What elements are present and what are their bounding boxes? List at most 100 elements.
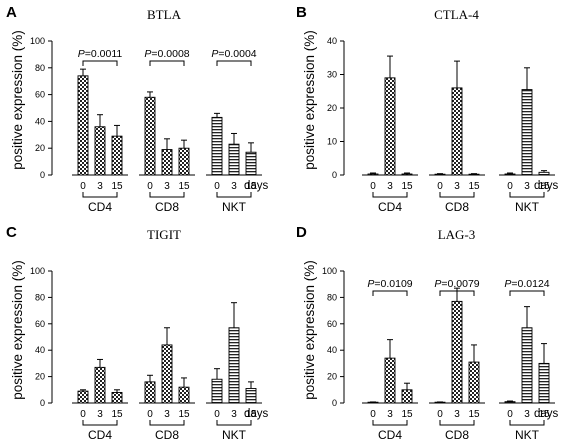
x-tick-label: 0 — [370, 181, 376, 192]
group-label: CD8 — [155, 428, 179, 439]
y-axis-label: positive expression (%) — [10, 30, 25, 170]
bar — [401, 173, 413, 176]
p-value-label: P=0.0008 — [144, 48, 189, 60]
bar — [521, 89, 533, 176]
y-tick-label: 40 — [35, 116, 45, 126]
group-label: NKT — [515, 428, 540, 439]
bar — [434, 173, 446, 176]
bar — [451, 300, 463, 404]
y-axis-label: positive expression (%) — [302, 30, 317, 170]
x-tick-label: 3 — [231, 181, 237, 192]
bar — [228, 143, 240, 176]
y-tick-label: 20 — [35, 143, 45, 153]
bar — [521, 327, 533, 404]
x-tick-label: 3 — [387, 409, 393, 420]
y-tick-label: 20 — [327, 103, 337, 113]
x-tick-label: 15 — [538, 409, 550, 420]
chart-title: TIGIT — [147, 227, 181, 242]
y-tick-label: 100 — [322, 266, 337, 276]
y-tick-label: 40 — [327, 36, 337, 46]
x-tick-label: 0 — [147, 409, 153, 420]
p-value-label: P=0.0079 — [434, 278, 479, 290]
p-value-label: P=0.0109 — [367, 278, 412, 290]
x-tick-label: 3 — [231, 409, 237, 420]
x-tick-label: 15 — [468, 409, 480, 420]
chart-title: CTLA-4 — [434, 7, 479, 22]
p-value-label: P=0.0011 — [78, 48, 123, 60]
x-tick-label: 15 — [245, 181, 257, 192]
panel-label: D — [296, 224, 307, 241]
bar — [538, 362, 550, 404]
y-tick-label: 80 — [35, 63, 45, 73]
panel-label: B — [296, 4, 307, 21]
group-label: NKT — [222, 428, 247, 439]
x-tick-label: 15 — [401, 409, 413, 420]
x-tick-label: 0 — [507, 181, 513, 192]
panel-label: A — [6, 4, 17, 21]
bar — [228, 327, 240, 404]
bar — [77, 75, 89, 176]
y-tick-label: 80 — [327, 292, 337, 302]
group-label: CD4 — [378, 200, 402, 214]
y-tick-label: 30 — [327, 70, 337, 80]
x-tick-label: 0 — [214, 181, 220, 192]
x-tick-label: 15 — [178, 181, 190, 192]
group-bracket — [216, 420, 252, 426]
bar — [245, 388, 257, 404]
group-bracket — [372, 420, 408, 426]
group-label: NKT — [515, 200, 540, 214]
y-tick-label: 60 — [327, 319, 337, 329]
significance-bracket — [439, 290, 475, 296]
bar — [468, 361, 480, 404]
x-tick-label: 3 — [97, 409, 103, 420]
x-tick-label: 15 — [111, 409, 123, 420]
x-unit-label: days — [244, 180, 269, 192]
x-tick-label: 0 — [214, 409, 220, 420]
group-bracket — [439, 192, 475, 198]
group-bracket — [82, 420, 118, 426]
y-tick-label: 100 — [30, 36, 45, 46]
bar — [451, 87, 463, 176]
bar — [384, 357, 396, 404]
y-tick-label: 60 — [35, 90, 45, 100]
x-tick-label: 0 — [80, 181, 86, 192]
chart-title: BTLA — [147, 7, 182, 22]
bar — [161, 149, 173, 176]
group-bracket — [149, 192, 185, 198]
bar — [77, 390, 89, 404]
x-tick-label: 3 — [164, 181, 170, 192]
y-axis-label: positive expression (%) — [10, 260, 25, 400]
x-tick-label: 0 — [147, 181, 153, 192]
x-tick-label: 3 — [454, 409, 460, 420]
x-tick-label: 0 — [437, 409, 443, 420]
p-value-label: P=0.0004 — [211, 48, 256, 60]
group-bracket — [372, 192, 408, 198]
x-tick-label: 15 — [468, 181, 480, 192]
y-tick-label: 40 — [327, 345, 337, 355]
significance-bracket — [372, 290, 408, 296]
x-tick-label: 0 — [370, 409, 376, 420]
x-tick-label: 15 — [538, 181, 550, 192]
bar — [245, 151, 257, 176]
group-bracket — [82, 192, 118, 198]
x-tick-label: 15 — [245, 409, 257, 420]
x-tick-label: 15 — [401, 181, 413, 192]
bar — [384, 77, 396, 176]
bar — [178, 147, 190, 176]
bar — [211, 116, 223, 176]
bar — [504, 401, 516, 404]
significance-bracket — [149, 60, 185, 66]
x-unit-label: days — [534, 408, 559, 420]
x-tick-label: 0 — [437, 181, 443, 192]
bar — [468, 173, 480, 176]
panel-label: C — [6, 224, 17, 241]
panel-c: C TIGIT positive expression (%) 0 20 40 60 80 10… — [6, 224, 269, 439]
x-unit-label: days — [244, 408, 269, 420]
group-label: CD4 — [88, 428, 112, 439]
group-label: CD8 — [445, 428, 469, 439]
x-tick-label: 15 — [111, 181, 123, 192]
y-tick-label: 40 — [35, 345, 45, 355]
x-tick-label: 0 — [507, 409, 513, 420]
y-tick-label: 20 — [35, 372, 45, 382]
